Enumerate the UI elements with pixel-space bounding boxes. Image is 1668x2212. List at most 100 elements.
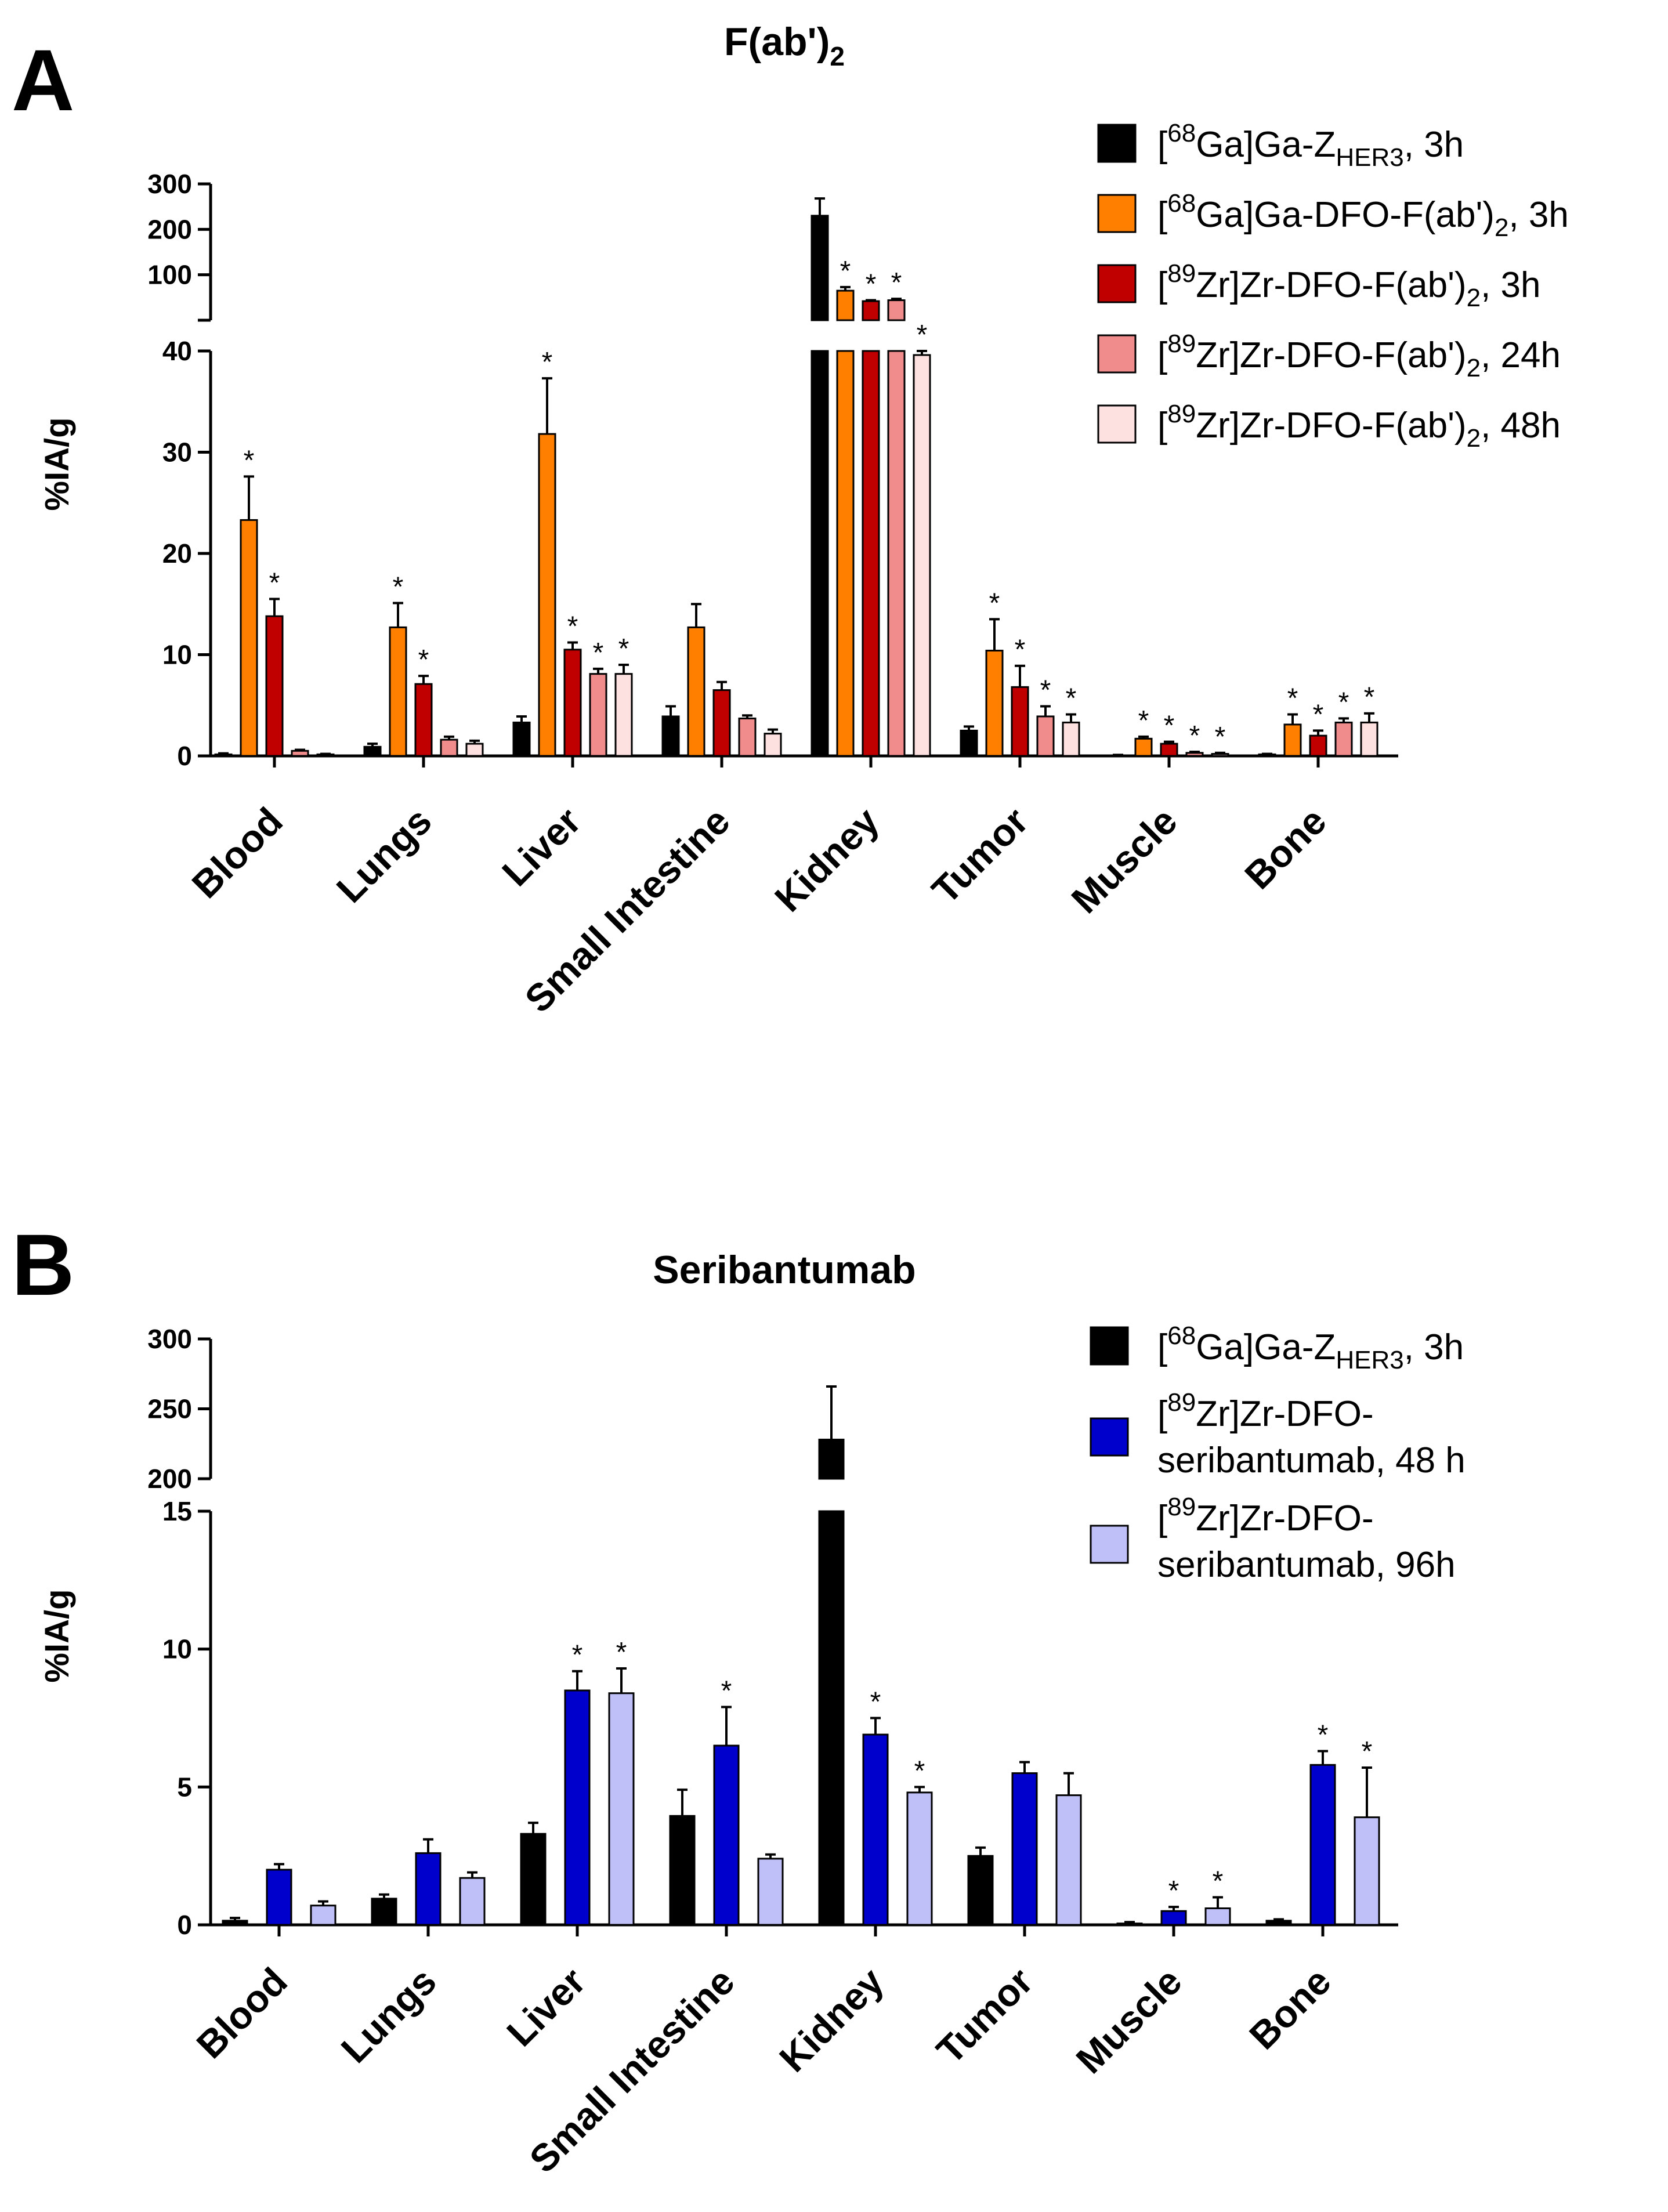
bar xyxy=(1185,752,1204,757)
bar xyxy=(712,689,731,757)
category-label: Liver xyxy=(494,799,589,895)
bar xyxy=(1062,721,1080,757)
bar xyxy=(222,1920,248,1926)
bar xyxy=(512,721,531,757)
y-tick-label: 10 xyxy=(162,1634,192,1664)
panel-letter-a: A xyxy=(12,31,74,129)
legend-a-item-4: [89Zr]Zr-DFO-F(ab')2, 48h xyxy=(1097,400,1561,452)
bar xyxy=(862,350,880,757)
bar xyxy=(1354,1816,1380,1926)
legend-a: [68Ga]Ga-ZHER3, 3h [68Ga]Ga-DFO-F(ab')2,… xyxy=(1097,119,1569,452)
bar xyxy=(520,1833,547,1926)
significance-marker: * xyxy=(616,1637,627,1668)
category-label: Kidney xyxy=(771,1959,892,2080)
bar xyxy=(415,1852,442,1926)
significance-marker: * xyxy=(618,633,629,664)
legend-a-label-4: [89Zr]Zr-DFO-F(ab')2, 48h xyxy=(1157,400,1561,452)
bar xyxy=(985,650,1004,757)
significance-marker: * xyxy=(891,267,902,298)
legend-b-label-1: [89Zr]Zr-DFO- xyxy=(1157,1388,1374,1434)
category-label: Lungs xyxy=(328,799,440,911)
legend-b-item-1: [89Zr]Zr-DFO- seribantumab, 48 h xyxy=(1090,1388,1466,1480)
bar xyxy=(967,1855,994,1926)
significance-marker: * xyxy=(1364,682,1375,713)
bars-b: * * * * * * * * * xyxy=(222,1385,1380,1926)
bar-upper xyxy=(818,1439,845,1480)
y-tick-label: 5 xyxy=(177,1772,192,1802)
y-tick-label: 15 xyxy=(162,1496,192,1526)
significance-marker: * xyxy=(914,1755,925,1786)
category-label: Tumor xyxy=(928,1960,1041,2072)
bar-upper xyxy=(887,299,906,321)
legend-b-swatch-2 xyxy=(1090,1525,1129,1564)
bar xyxy=(1036,715,1055,757)
significance-marker: * xyxy=(866,269,877,300)
bar xyxy=(291,750,309,757)
category-label: Blood xyxy=(183,799,291,907)
y-axis-label-a: %IA/g xyxy=(38,417,76,511)
legend-a-label-3: [89Zr]Zr-DFO-F(ab')2, 24h xyxy=(1157,330,1561,382)
legend-a-item-2: [89Zr]Zr-DFO-F(ab')2, 3h xyxy=(1097,259,1541,312)
legend-b: [68Ga]Ga-ZHER3, 3h [89Zr]Zr-DFO- seriban… xyxy=(1090,1322,1466,1585)
category-label: Muscle xyxy=(1063,799,1185,922)
significance-marker: * xyxy=(1287,683,1298,714)
category-label: Tumor xyxy=(924,799,1036,912)
significance-marker: * xyxy=(393,572,404,603)
bar xyxy=(363,745,382,757)
bar xyxy=(661,715,680,757)
legend-a-swatch-0 xyxy=(1097,124,1137,163)
significance-marker: * xyxy=(418,645,429,675)
bar xyxy=(563,649,582,757)
y-tick-label: 20 xyxy=(162,538,192,569)
bar xyxy=(265,615,284,757)
legend-b-swatch-1 xyxy=(1090,1417,1129,1457)
y-tick-label: 300 xyxy=(147,1324,192,1354)
significance-marker: * xyxy=(1338,687,1349,718)
bar xyxy=(1011,1772,1038,1926)
legend-a-label-1: [68Ga]Ga-DFO-F(ab')2, 3h xyxy=(1157,189,1569,242)
chart-title-b: Seribantumab xyxy=(653,1248,916,1292)
bar xyxy=(906,1791,933,1926)
significance-marker: * xyxy=(1066,683,1077,714)
significance-marker: * xyxy=(593,638,604,668)
y-tick-label: 0 xyxy=(177,741,192,771)
bar xyxy=(214,753,233,757)
legend-a-item-0: [68Ga]Ga-ZHER3, 3h xyxy=(1097,119,1464,172)
y-tick-label: 100 xyxy=(147,260,192,290)
significance-marker: * xyxy=(1362,1736,1373,1767)
significance-marker: * xyxy=(542,347,553,378)
bar xyxy=(669,1815,696,1926)
bar xyxy=(1160,743,1178,757)
bar xyxy=(757,1858,784,1926)
legend-b-item-2: [89Zr]Zr-DFO- seribantumab, 96h xyxy=(1090,1493,1456,1585)
bar-upper xyxy=(836,289,855,321)
y-tick-label: 10 xyxy=(162,640,192,670)
y-tick-label: 200 xyxy=(147,214,192,244)
y-axis-label-b: %IA/g xyxy=(38,1589,76,1682)
bar xyxy=(1283,723,1302,757)
significance-marker: * xyxy=(1015,635,1026,665)
legend-b-swatch-0 xyxy=(1090,1326,1129,1366)
bar xyxy=(371,1898,397,1926)
significance-marker: * xyxy=(1318,1720,1329,1751)
y-tick-label: 30 xyxy=(162,437,192,468)
bar xyxy=(564,1689,591,1926)
significance-marker: * xyxy=(1213,1866,1224,1896)
category-label: Lungs xyxy=(333,1960,444,2071)
bar xyxy=(1116,1923,1143,1926)
significance-marker: * xyxy=(721,1675,732,1706)
significance-marker: * xyxy=(244,445,255,476)
bar-upper xyxy=(811,215,829,321)
bar xyxy=(713,1744,740,1926)
category-label: Bone xyxy=(1236,799,1334,897)
y-tick-label: 40 xyxy=(162,336,192,366)
bar xyxy=(389,626,407,757)
bar xyxy=(1055,1794,1082,1926)
bar xyxy=(1265,1920,1292,1926)
legend-b-label-1-line2: seribantumab, 48 h xyxy=(1157,1440,1466,1480)
bar xyxy=(1204,1907,1231,1926)
significance-marker: * xyxy=(1215,722,1226,752)
significance-marker: * xyxy=(989,588,1000,618)
